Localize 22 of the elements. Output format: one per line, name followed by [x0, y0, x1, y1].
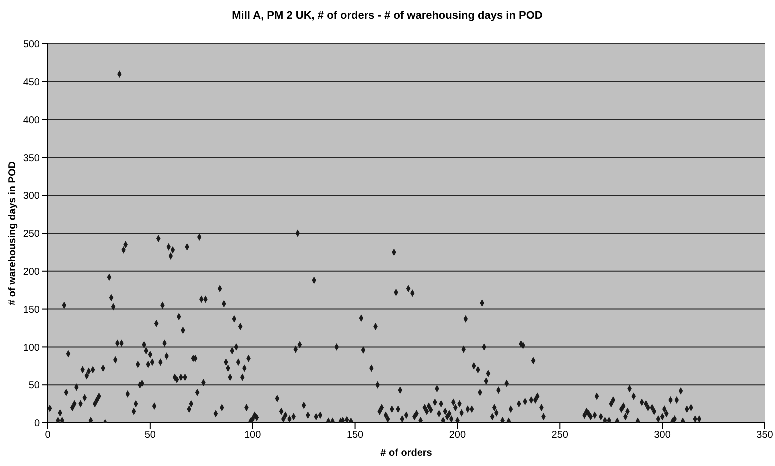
- y-tick-label: 350: [23, 153, 40, 164]
- y-axis-title: # of warehousing days in POD: [8, 162, 19, 306]
- y-tick-label: 0: [34, 418, 40, 430]
- y-tick-label: 400: [23, 115, 40, 126]
- y-tick-label: 200: [23, 266, 40, 278]
- x-tick-label: 150: [346, 430, 364, 442]
- x-tick-label: 300: [654, 430, 672, 442]
- x-axis-title: # of orders: [380, 448, 433, 459]
- x-tick-label: 50: [144, 430, 156, 442]
- y-tick-label: 50: [28, 380, 40, 392]
- x-tick-label: 250: [552, 430, 569, 442]
- x-tick-label: 350: [756, 430, 774, 442]
- y-tick-label: 250: [23, 229, 40, 240]
- chart-title: Mill A, PM 2 UK, # of orders - # of warehousing days in POD: [231, 10, 544, 22]
- y-tick-label: 450: [23, 77, 40, 88]
- x-tick-label: 100: [244, 430, 262, 442]
- y-tick-label: 300: [23, 191, 40, 202]
- y-tick-label: 150: [23, 304, 40, 316]
- y-tick-label: 100: [23, 342, 40, 354]
- y-tick-label: 500: [23, 40, 40, 51]
- x-tick-label: 200: [449, 430, 466, 442]
- x-tick-label: 0: [45, 430, 52, 442]
